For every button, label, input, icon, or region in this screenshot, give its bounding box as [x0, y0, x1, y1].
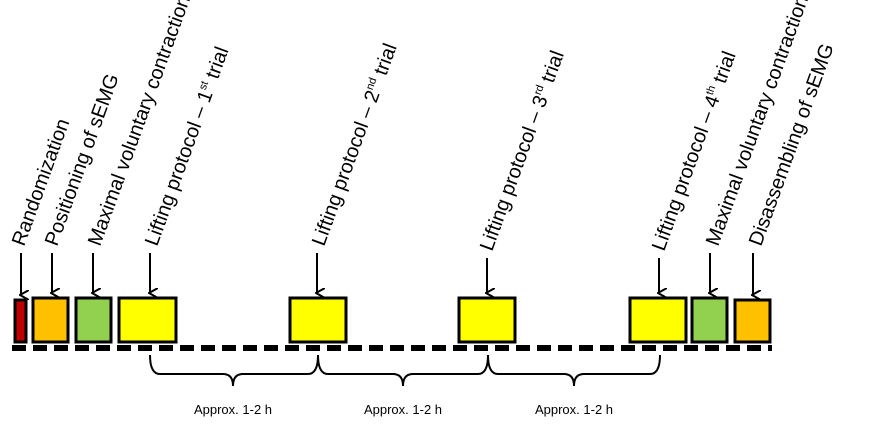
step-block-mvc-1	[74, 296, 113, 344]
interval-brace	[487, 354, 661, 387]
interval-label: Approx. 1-2 h	[364, 402, 442, 417]
step-block-sEMG-disassembly	[733, 298, 772, 344]
step-label-lift-2: Lifting protocol – 2nd trial	[308, 41, 402, 249]
step-block-mvc-2	[690, 296, 729, 344]
interval-brace	[149, 354, 319, 387]
interval-label: Approx. 1-2 h	[194, 402, 272, 417]
step-block-randomization	[13, 298, 28, 344]
step-label-lift-3: Lifting protocol – 3rd trial	[476, 48, 569, 254]
step-block-lift-2	[288, 296, 348, 344]
step-block-sEMG-positioning	[31, 296, 70, 344]
interval-brace	[317, 354, 489, 387]
step-block-lift-1	[117, 296, 178, 344]
step-block-lift-4	[628, 296, 688, 344]
interval-label: Approx. 1-2 h	[535, 402, 613, 417]
step-block-lift-3	[457, 296, 517, 344]
